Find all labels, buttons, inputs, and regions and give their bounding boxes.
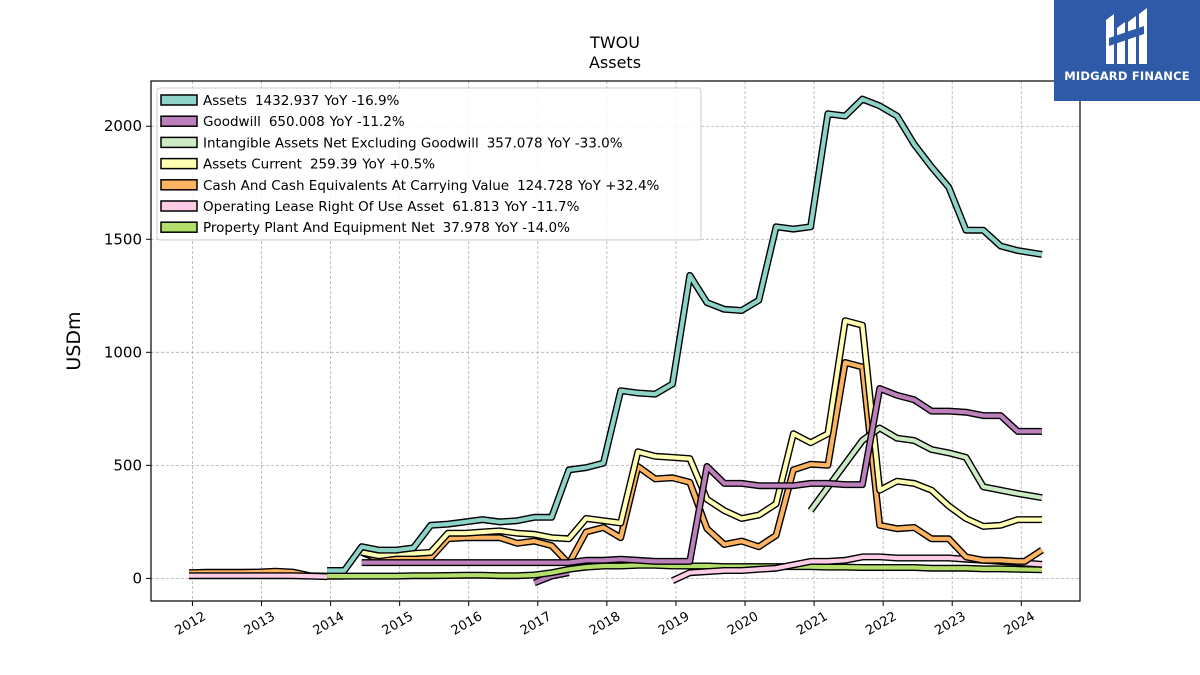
legend-swatch (160, 136, 198, 149)
legend-series-value: 650.008 (269, 114, 325, 130)
legend-series-name: Property Plant And Equipment Net (203, 220, 435, 236)
legend-swatch (160, 179, 198, 191)
legend-series-name: Intangible Assets Net Excluding Goodwill (203, 135, 479, 151)
legend-swatch (160, 157, 198, 170)
x-tick-label: 2015 (380, 609, 416, 639)
legend-label: Intangible Assets Net Excluding Goodwill… (203, 135, 623, 151)
series-4 (360, 359, 1044, 568)
legend-series-name: Assets (203, 93, 247, 109)
x-tick-label: 2013 (242, 609, 278, 639)
midgard-logo-icon (1106, 8, 1147, 64)
series-2-line (808, 425, 1043, 512)
legend-entry: Cash And Cash Equivalents At Carrying Va… (160, 178, 660, 194)
legend-swatch (160, 221, 198, 233)
series-layer (188, 95, 1044, 587)
legend-label: Assets Current 259.39 YoY +0.5% (203, 157, 435, 173)
x-tick-label: 2012 (173, 609, 209, 639)
y-tick-label: 1000 (104, 343, 142, 361)
x-tick-label: 2021 (794, 609, 830, 639)
legend-series-value: 61.813 (452, 199, 499, 215)
legend-label: Goodwill 650.008 YoY -11.2% (203, 114, 405, 130)
x-tick-label: 2019 (656, 609, 692, 639)
legend-series-name: Cash And Cash Equivalents At Carrying Va… (203, 178, 509, 194)
brand-logo: MIDGARD FINANCE (1054, 0, 1200, 101)
legend-series-value: 259.39 (310, 157, 357, 173)
y-tick-label: 2000 (104, 117, 142, 135)
legend-entry: Assets 1432.937 YoY -16.9% (160, 93, 400, 109)
series-4-line (360, 360, 1044, 566)
series-0-line (327, 96, 1043, 573)
brand-name: MIDGARD FINANCE (1064, 69, 1190, 83)
series-2 (807, 424, 1043, 513)
legend-series-yoy: YoY -11.2% (329, 114, 405, 130)
x-tick-label: 2014 (311, 609, 347, 639)
series-3 (361, 317, 1042, 560)
legend-label: Operating Lease Right Of Use Asset 61.813… (203, 199, 580, 215)
series-3-line (361, 318, 1042, 558)
legend-entry: Property Plant And Equipment Net 37.978 Yo… (160, 220, 570, 236)
x-tick-label: 2016 (449, 609, 485, 639)
legend-swatch (160, 94, 198, 106)
legend-series-name: Goodwill (203, 114, 261, 130)
legend-label: Assets 1432.937 YoY -16.9% (203, 93, 400, 109)
x-tick-label: 2018 (587, 609, 623, 639)
legend-entry: Assets Current 259.39 YoY +0.5% (160, 157, 435, 173)
legend: Assets 1432.937 YoY -16.9%Goodwill 650.008 Y… (156, 87, 702, 241)
series-1-line (361, 386, 1042, 565)
chart-subtitle: Assets (589, 53, 641, 72)
legend-series-yoy: YoY -11.7% (503, 199, 579, 215)
y-axis-label: USDm (63, 311, 85, 370)
legend-series-yoy: YoY -33.0% (547, 135, 623, 151)
series-2-outline (807, 424, 1043, 513)
legend-series-yoy: YoY +0.5% (361, 157, 435, 173)
legend-series-yoy: YoY -16.9% (323, 93, 399, 109)
legend-series-name: Operating Lease Right Of Use Asset (203, 199, 444, 215)
x-tick-label: 2017 (518, 609, 554, 639)
legend-entry: Operating Lease Right Of Use Asset 61.813… (160, 199, 580, 215)
legend-swatch (160, 115, 198, 127)
legend-series-name: Assets Current (203, 157, 302, 173)
legend-series-yoy: YoY +32.4% (577, 178, 660, 194)
series-segment-1 (189, 572, 328, 581)
x-tick-label: 2023 (932, 609, 968, 639)
legend-box (156, 87, 702, 241)
legend-series-yoy: YoY -14.0% (494, 220, 570, 236)
legend-series-value: 37.978 (443, 220, 490, 236)
legend-series-value: 357.078 (487, 135, 543, 151)
x-tick-label: 2020 (725, 609, 761, 639)
plot-frame (150, 80, 1081, 602)
series-0 (327, 95, 1043, 574)
legend-swatch (160, 200, 198, 212)
legend-entry: Goodwill 650.008 YoY -11.2% (160, 114, 405, 130)
y-tick-label: 0 (132, 569, 142, 587)
legend-entry: Intangible Assets Net Excluding Goodwill… (160, 135, 623, 151)
legend-series-value: 1432.937 (255, 93, 319, 109)
legend-label: Property Plant And Equipment Net 37.978 Yo… (203, 220, 570, 236)
series-segment-1-line (189, 573, 328, 579)
chart-title: TWOU (589, 33, 640, 52)
series-1 (361, 385, 1042, 567)
x-tick-label: 2022 (863, 609, 899, 639)
y-tick-label: 1500 (104, 230, 142, 248)
legend-series-value: 124.728 (517, 178, 573, 194)
legend-label: Cash And Cash Equivalents At Carrying Va… (203, 178, 660, 194)
y-tick-label: 500 (113, 456, 142, 474)
series-6-line (327, 563, 1043, 579)
x-tick-label: 2024 (1001, 609, 1037, 639)
series-6 (327, 561, 1043, 580)
